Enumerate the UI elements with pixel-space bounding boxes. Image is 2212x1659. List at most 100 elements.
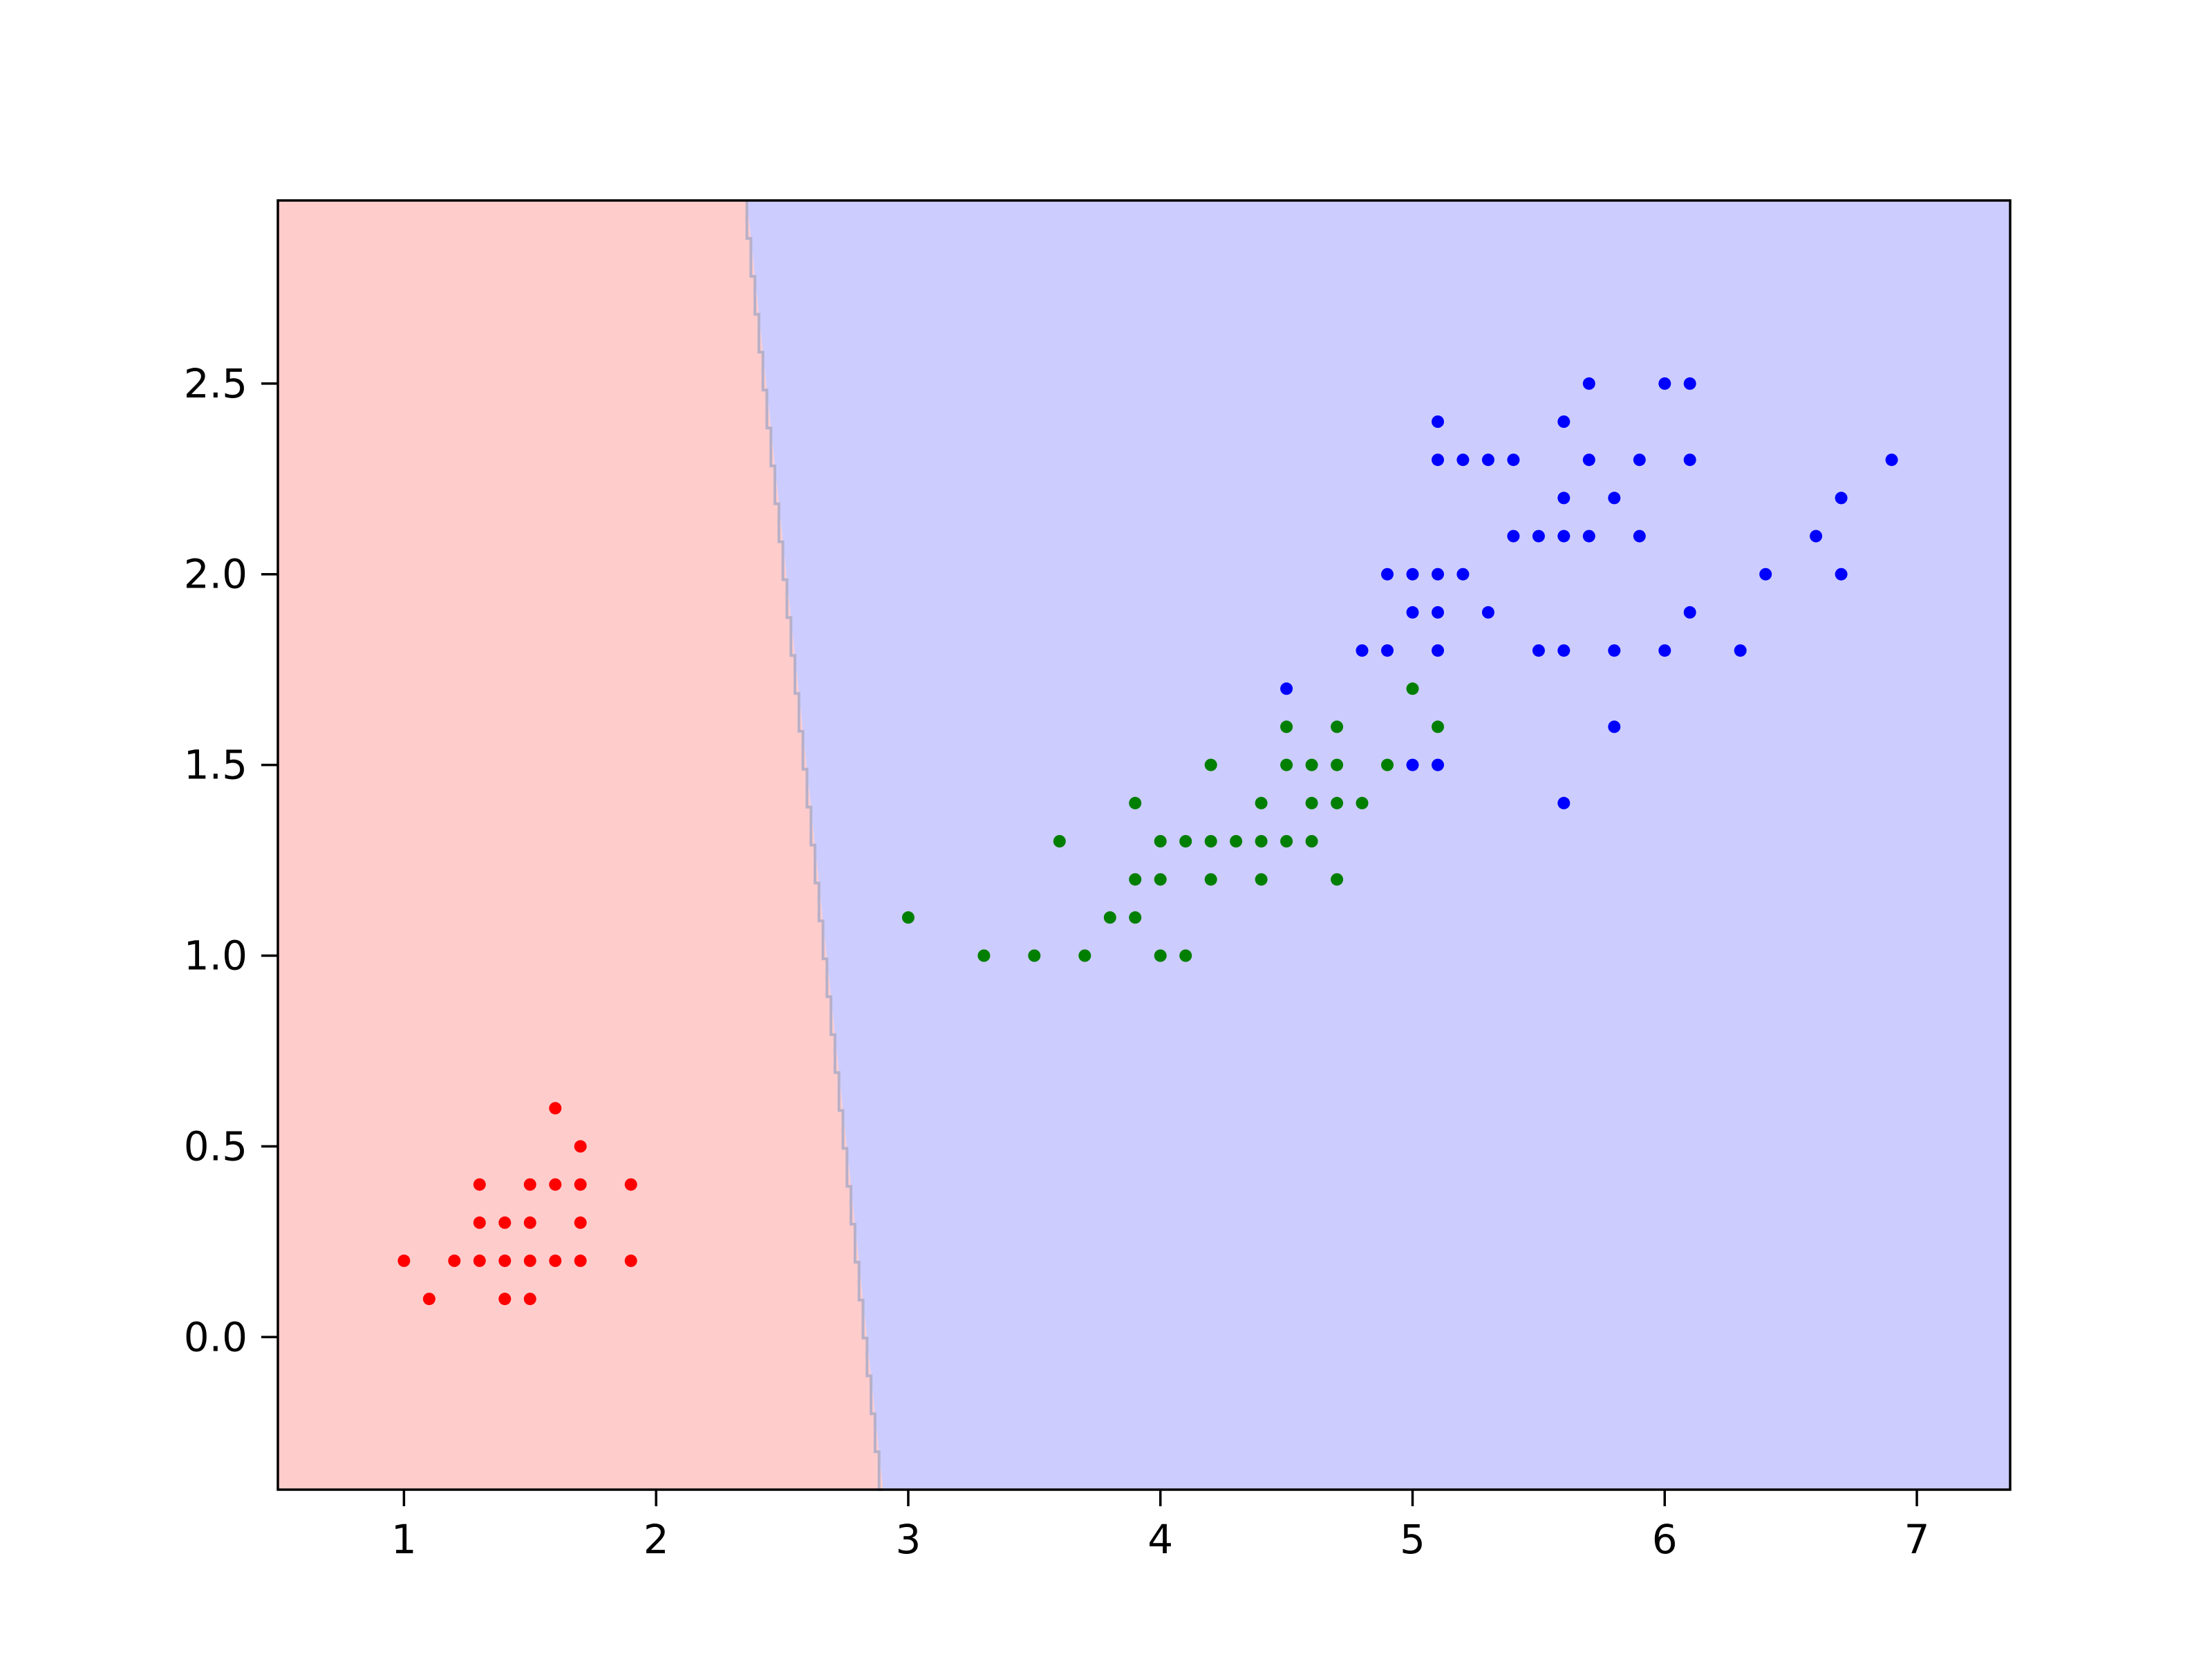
data-point-series-2: [1557, 529, 1571, 543]
data-point-series-1: [1179, 835, 1192, 847]
data-point-series-2: [1557, 415, 1571, 428]
data-point-series-0: [523, 1216, 536, 1229]
x-tick-label: 4: [1147, 1516, 1173, 1563]
decision-boundary-line: [745, 200, 883, 1491]
y-tick-label: 0.5: [184, 1123, 247, 1170]
data-point-series-1: [1129, 796, 1142, 809]
data-point-series-2: [1280, 682, 1293, 695]
data-point-series-2: [1481, 606, 1494, 619]
scatter-points: [397, 377, 1898, 1306]
data-point-series-1: [1280, 758, 1293, 771]
data-point-series-0: [549, 1254, 562, 1267]
data-point-series-1: [1381, 758, 1394, 771]
data-point-series-0: [523, 1293, 536, 1306]
y-tick-label: 0.0: [184, 1313, 247, 1360]
data-point-series-2: [1406, 606, 1419, 619]
data-point-series-2: [1633, 453, 1646, 467]
data-point-series-1: [1204, 835, 1217, 847]
data-point-series-0: [473, 1216, 486, 1229]
data-point-series-0: [574, 1140, 587, 1153]
data-point-series-2: [1432, 415, 1444, 428]
data-point-series-1: [901, 911, 915, 924]
data-point-series-1: [1255, 796, 1268, 809]
axes-frame: [276, 199, 2012, 1491]
data-point-series-2: [1810, 529, 1823, 543]
data-point-series-2: [1885, 453, 1898, 467]
data-point-series-0: [523, 1254, 536, 1267]
data-point-series-0: [473, 1178, 486, 1191]
data-point-series-2: [1608, 644, 1621, 657]
data-point-series-1: [1204, 758, 1217, 771]
data-point-series-1: [1179, 949, 1192, 962]
data-point-series-2: [1582, 377, 1595, 390]
data-point-series-1: [1331, 720, 1344, 733]
data-point-series-2: [1683, 453, 1696, 467]
data-point-series-0: [549, 1178, 562, 1191]
data-point-series-0: [523, 1178, 536, 1191]
plot-area: [278, 200, 2010, 1491]
data-point-series-2: [1356, 644, 1369, 657]
y-tick-label: 2.0: [184, 551, 247, 598]
x-tick-label: 6: [1652, 1516, 1678, 1563]
data-point-series-1: [1331, 758, 1344, 771]
x-tick-label: 3: [895, 1516, 921, 1563]
data-point-series-0: [574, 1178, 587, 1191]
data-point-series-1: [1305, 835, 1318, 847]
x-tick-label: 7: [1904, 1516, 1930, 1563]
data-point-series-2: [1658, 644, 1671, 657]
data-point-series-1: [1331, 796, 1344, 809]
y-tick-label: 1.5: [184, 742, 247, 789]
data-point-series-2: [1507, 529, 1520, 543]
data-point-series-2: [1835, 568, 1848, 581]
decision-region-class-1-2: [747, 200, 2010, 1490]
data-point-series-1: [1432, 720, 1444, 733]
data-point-series-2: [1557, 644, 1571, 657]
data-point-series-2: [1835, 491, 1848, 505]
data-point-series-1: [1305, 758, 1318, 771]
data-point-series-2: [1683, 606, 1696, 619]
data-point-series-0: [624, 1254, 637, 1267]
data-point-series-0: [422, 1293, 435, 1306]
data-point-series-0: [448, 1254, 461, 1267]
data-point-series-2: [1507, 453, 1520, 467]
data-point-series-2: [1532, 529, 1545, 543]
data-point-series-1: [1154, 873, 1167, 886]
data-point-series-2: [1734, 644, 1747, 657]
data-point-series-0: [574, 1216, 587, 1229]
data-point-series-1: [1103, 911, 1116, 924]
data-point-series-2: [1481, 453, 1494, 467]
data-point-series-2: [1557, 491, 1571, 505]
data-point-series-1: [1331, 873, 1344, 886]
data-point-series-1: [1154, 835, 1167, 847]
data-point-series-2: [1381, 568, 1394, 581]
data-point-series-2: [1557, 796, 1571, 809]
data-point-series-1: [1255, 873, 1268, 886]
data-point-series-1: [1028, 949, 1041, 962]
data-point-series-1: [1356, 796, 1369, 809]
x-tick-label: 2: [644, 1516, 669, 1563]
x-tick-label: 5: [1400, 1516, 1425, 1563]
data-point-series-0: [397, 1254, 411, 1267]
decision-region-class-0: [278, 200, 883, 1490]
data-point-series-0: [498, 1216, 512, 1229]
x-axis: 1 2 3 4 5 6 7: [391, 1490, 1930, 1563]
data-point-series-2: [1432, 758, 1444, 771]
y-tick-label: 1.0: [184, 932, 247, 980]
data-point-series-1: [1280, 835, 1293, 847]
data-point-series-1: [1255, 835, 1268, 847]
data-point-series-2: [1456, 453, 1470, 467]
data-point-series-2: [1683, 377, 1696, 390]
data-point-series-2: [1406, 758, 1419, 771]
data-point-series-2: [1432, 644, 1444, 657]
data-point-series-0: [549, 1102, 562, 1115]
data-point-series-0: [473, 1254, 486, 1267]
data-point-series-0: [498, 1254, 512, 1267]
data-point-series-2: [1582, 453, 1595, 467]
data-point-series-1: [1154, 949, 1167, 962]
data-point-series-2: [1759, 568, 1772, 581]
data-point-series-2: [1532, 644, 1545, 657]
data-point-series-2: [1633, 529, 1646, 543]
data-point-series-0: [624, 1178, 637, 1191]
y-axis: 0.0 0.5 1.0 1.5 2.0 2.5: [184, 360, 278, 1360]
